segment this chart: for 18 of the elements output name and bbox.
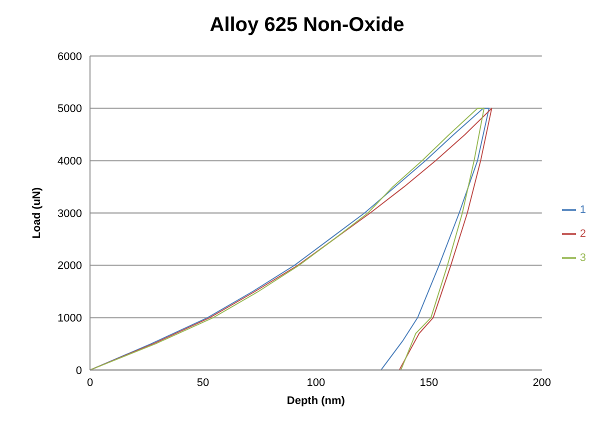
chart-title: Alloy 625 Non-Oxide bbox=[208, 14, 406, 38]
y-axis-title: Load (uN) bbox=[30, 187, 43, 239]
legend-label: 2 bbox=[580, 228, 586, 240]
y-tick-label: 6000 bbox=[58, 50, 82, 63]
x-tick-label: 100 bbox=[306, 376, 326, 389]
y-tick-label: 2000 bbox=[58, 260, 82, 272]
y-tick-label: 4000 bbox=[58, 156, 82, 168]
x-axis-title: Depth (nm) bbox=[286, 395, 346, 407]
y-tick-label: 3000 bbox=[58, 208, 82, 220]
x-tick-label: 50 bbox=[196, 376, 210, 389]
x-tick-label: 200 bbox=[532, 376, 552, 389]
y-tick-label: 5000 bbox=[58, 103, 82, 116]
x-tick-label: 0 bbox=[86, 376, 94, 389]
legend-label: 1 bbox=[580, 204, 586, 216]
y-tick-label: 0 bbox=[76, 364, 82, 377]
y-tick-label: 1000 bbox=[58, 312, 82, 325]
legend-label: 3 bbox=[580, 252, 586, 264]
x-tick-label: 150 bbox=[420, 376, 438, 389]
